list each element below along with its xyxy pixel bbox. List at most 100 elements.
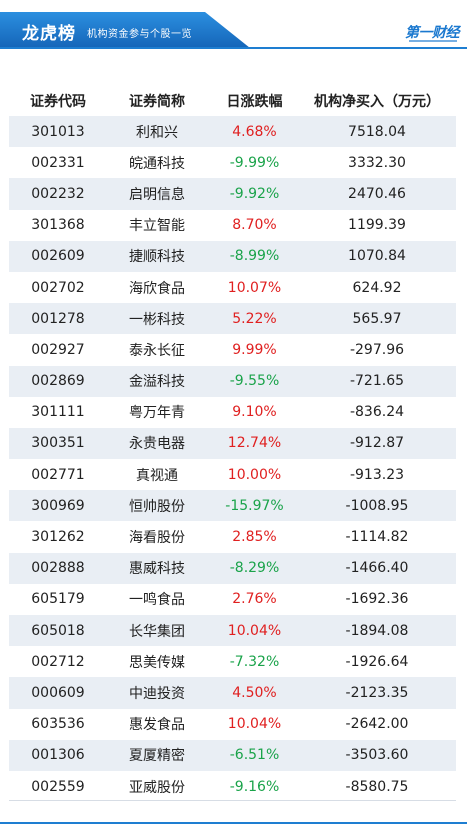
- daily-change: -9.92%: [229, 185, 280, 202]
- net-buy-amount: -2642.00: [345, 716, 409, 733]
- net-buy-amount: 3332.30: [348, 154, 406, 171]
- header-banner: 龙虎榜 机构资金参与个股一览 第一财经: [0, 0, 467, 56]
- table-header-row: 证券代码 证券简称 日涨跌幅 机构净买入（万元）: [9, 86, 456, 116]
- daily-change: 4.50%: [232, 684, 277, 701]
- institution-fund-table: 证券代码 证券简称 日涨跌幅 机构净买入（万元） 301013 利和兴 4.68% 7…: [9, 86, 456, 802]
- net-buy-amount: -1114.82: [345, 529, 409, 546]
- stock-name: 海看股份: [129, 530, 185, 547]
- stock-code: 002888: [31, 560, 85, 577]
- daily-change: 10.04%: [227, 622, 282, 639]
- table-row: 301262 海看股份 2.85% -1114.82: [9, 521, 456, 552]
- net-buy-amount: 1070.84: [348, 248, 406, 265]
- table-row: 301368 丰立智能 8.70% 1199.39: [9, 210, 456, 241]
- daily-change: 12.74%: [227, 435, 282, 452]
- column-header-name: 证券简称: [129, 94, 185, 110]
- column-header-net-buy: 机构净买入（万元）: [314, 94, 440, 110]
- stock-code: 301262: [31, 529, 85, 546]
- column-header-code: 证券代码: [30, 94, 86, 110]
- table-row: 301013 利和兴 4.68% 7518.04: [9, 116, 456, 148]
- table-row: 001306 夏厦精密 -6.51% -3503.60: [9, 739, 456, 771]
- daily-change: -9.55%: [229, 373, 280, 390]
- net-buy-amount: 7518.04: [348, 123, 406, 140]
- table-row: 002559 亚威股份 -9.16% -8580.75: [9, 771, 456, 802]
- stock-name: 启明信息: [129, 186, 185, 203]
- stock-name: 皖通科技: [129, 155, 185, 172]
- daily-change: 2.85%: [232, 529, 277, 546]
- stock-code: 002331: [31, 154, 85, 171]
- table-row: 001278 一彬科技 5.22% 565.97: [9, 303, 456, 335]
- net-buy-amount: -3503.60: [345, 747, 409, 764]
- stock-name: 真视通: [136, 467, 178, 484]
- stock-name: 中迪投资: [129, 685, 185, 702]
- net-buy-amount: -913.23: [349, 466, 405, 483]
- stock-code: 300969: [31, 497, 85, 514]
- stock-name: 丰立智能: [129, 218, 185, 235]
- stock-name: 夏厦精密: [129, 748, 185, 765]
- stock-code: 603536: [31, 716, 85, 733]
- stock-name: 长华集团: [129, 623, 185, 640]
- net-buy-amount: -912.87: [349, 435, 405, 452]
- table-row: 002232 启明信息 -9.92% 2470.46: [9, 178, 456, 210]
- page-subtitle: 机构资金参与个股一览: [87, 29, 192, 40]
- stock-name: 金溢科技: [129, 374, 185, 391]
- daily-change: -8.99%: [229, 248, 280, 265]
- stock-code: 605018: [31, 622, 85, 639]
- net-buy-amount: -836.24: [349, 404, 405, 421]
- net-buy-amount: -1008.95: [345, 497, 409, 514]
- daily-change: -8.29%: [229, 560, 280, 577]
- stock-code: 001306: [31, 747, 85, 764]
- table-row: 002927 泰永长征 9.99% -297.96: [9, 334, 456, 365]
- stock-name: 捷顺科技: [129, 249, 185, 266]
- net-buy-amount: -721.65: [349, 373, 405, 390]
- table-row: 002888 惠威科技 -8.29% -1466.40: [9, 552, 456, 584]
- table-bottom-divider: [9, 800, 456, 801]
- daily-change: -6.51%: [229, 747, 280, 764]
- stock-name: 恒帅股份: [129, 498, 185, 515]
- net-buy-amount: 1199.39: [348, 217, 406, 234]
- net-buy-amount: -8580.75: [345, 778, 409, 795]
- daily-change: -7.32%: [229, 653, 280, 670]
- table-row: 002331 皖通科技 -9.99% 3332.30: [9, 147, 456, 178]
- stock-code: 000609: [31, 684, 85, 701]
- net-buy-amount: -2123.35: [345, 684, 409, 701]
- daily-change: 2.76%: [232, 591, 277, 608]
- table-row: 605018 长华集团 10.04% -1894.08: [9, 615, 456, 647]
- stock-name: 利和兴: [136, 124, 178, 141]
- net-buy-amount: -1466.40: [345, 560, 409, 577]
- page-title: 龙虎榜: [22, 24, 76, 44]
- stock-code: 001278: [31, 310, 85, 327]
- daily-change: -9.99%: [229, 154, 280, 171]
- daily-change: -9.16%: [229, 778, 280, 795]
- daily-change: 4.68%: [232, 123, 277, 140]
- table-row: 300969 恒帅股份 -15.97% -1008.95: [9, 490, 456, 522]
- header-divider: [0, 47, 467, 49]
- stock-code: 002232: [31, 185, 85, 202]
- stock-name: 惠威科技: [129, 561, 185, 578]
- brand-logo-underline: [409, 40, 457, 42]
- daily-change: 8.70%: [232, 217, 277, 234]
- footer-divider: [0, 822, 467, 824]
- stock-code: 002609: [31, 248, 85, 265]
- daily-change: 10.04%: [227, 716, 282, 733]
- net-buy-amount: -1894.08: [345, 622, 409, 639]
- stock-code: 002771: [31, 466, 85, 483]
- daily-change: 9.10%: [232, 404, 277, 421]
- stock-code: 301013: [31, 123, 85, 140]
- stock-code: 300351: [31, 435, 85, 452]
- stock-name: 海欣食品: [129, 280, 185, 297]
- brand-logo: 第一财经: [401, 22, 460, 46]
- table-row: 002869 金溢科技 -9.55% -721.65: [9, 365, 456, 397]
- stock-name: 惠发食品: [129, 717, 185, 734]
- stock-name: 亚威股份: [129, 779, 185, 796]
- table-row: 002609 捷顺科技 -8.99% 1070.84: [9, 240, 456, 272]
- stock-name: 一鸣食品: [129, 592, 185, 609]
- table-row: 301111 粤万年青 9.10% -836.24: [9, 397, 456, 428]
- table-row: 300351 永贵电器 12.74% -912.87: [9, 427, 456, 460]
- net-buy-amount: 2470.46: [348, 185, 406, 202]
- stock-code: 002559: [31, 778, 85, 795]
- net-buy-amount: 624.92: [352, 279, 402, 296]
- daily-change: 9.99%: [232, 341, 277, 358]
- stock-name: 永贵电器: [129, 436, 185, 453]
- daily-change: 10.00%: [227, 466, 282, 483]
- net-buy-amount: -1692.36: [345, 591, 409, 608]
